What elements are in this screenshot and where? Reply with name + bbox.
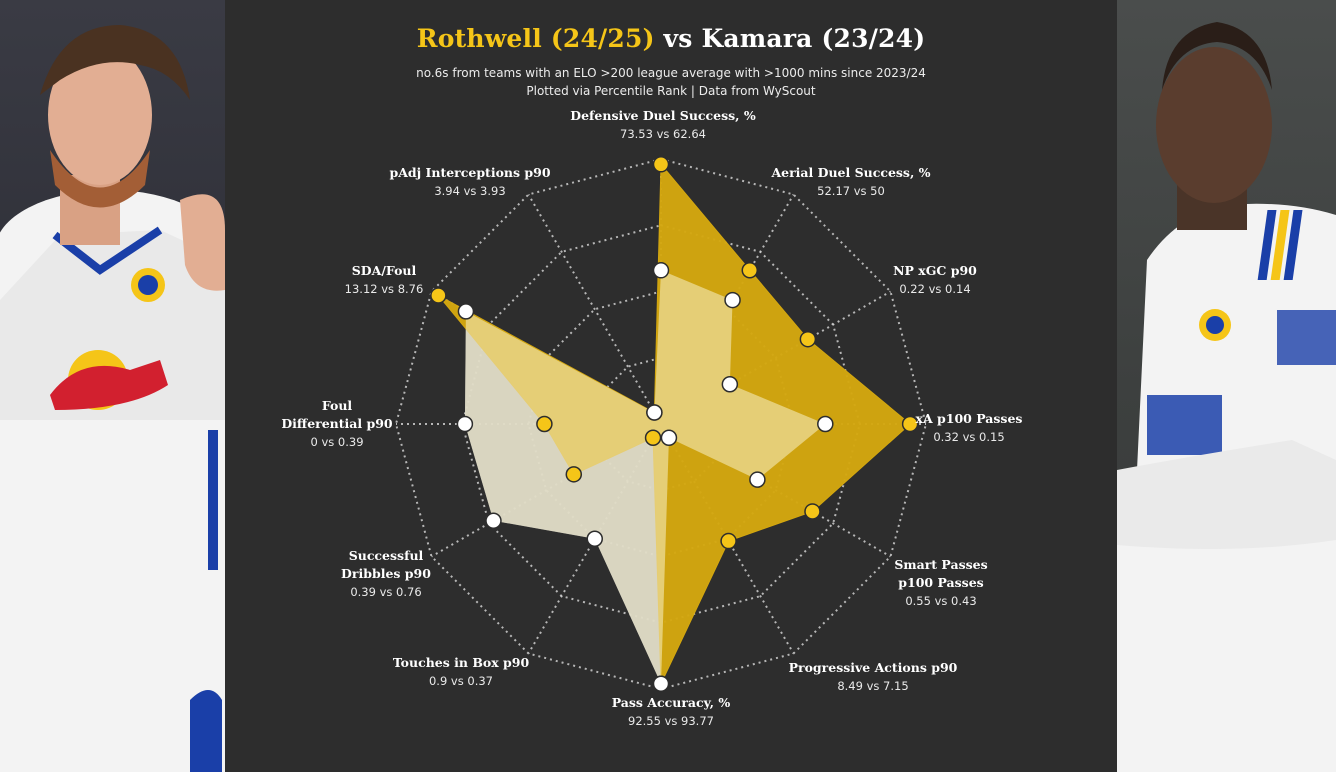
- metric-label-progressive-actions: Progressive Actions p90 8.49 vs 7.15: [773, 659, 973, 695]
- point-rothwell-8: [565, 466, 583, 483]
- point-kamara-10: [457, 303, 475, 320]
- metric-label-xa-p100: xA p100 Passes 0.32 vs 0.15: [869, 410, 1069, 446]
- metric-label-aerial-duel-success: Aerial Duel Success, % 52.17 vs 50: [751, 164, 951, 200]
- title-player1: Rothwell (24/25): [416, 24, 655, 53]
- point-rothwell-7: [644, 429, 662, 447]
- title-connector: vs: [663, 24, 693, 53]
- series-kamara-overlay: [464, 270, 826, 684]
- point-kamara-4: [749, 471, 766, 488]
- metric-label-successful-dribbles: Successful Dribbles p90 0.39 vs 0.76: [286, 547, 486, 601]
- metric-label-defensive-duel-success: Defensive Duel Success, % 73.53 vs 62.64: [563, 107, 763, 143]
- metric-values: 0.32 vs 0.15: [933, 430, 1005, 444]
- metric-values: 13.12 vs 8.76: [344, 282, 424, 296]
- metric-label-sda-foul: SDA/Foul 13.12 vs 8.76: [284, 262, 484, 298]
- metric-values: 0 vs 0.39: [310, 435, 364, 449]
- point-kamara-3: [817, 415, 834, 433]
- point-rothwell-5: [720, 532, 737, 550]
- metric-name: SDA/Foul: [351, 263, 417, 278]
- metric-name: xA p100 Passes: [915, 411, 1023, 426]
- point-kamara-8: [485, 512, 502, 529]
- point-rothwell-3: [901, 415, 919, 433]
- metric-values: 52.17 vs 50: [817, 184, 885, 198]
- metric-values: 0.55 vs 0.43: [905, 594, 977, 608]
- point-kamara-2: [721, 376, 739, 393]
- metric-name: Progressive Actions p90: [788, 660, 958, 675]
- player-photo-rothwell: [0, 0, 225, 772]
- chart-subtitle-line2: Plotted via Percentile Rank | Data from …: [526, 84, 816, 98]
- metric-name: Smart Passes p100 Passes: [894, 557, 988, 590]
- grid-spoke-11: [527, 194, 662, 425]
- metric-name: Successful Dribbles p90: [341, 548, 431, 581]
- metric-label-pass-accuracy: Pass Accuracy, % 92.55 vs 93.77: [571, 694, 771, 730]
- point-rothwell-2: [799, 330, 817, 348]
- metric-values: 8.49 vs 7.15: [837, 679, 909, 693]
- metric-values: 92.55 vs 93.77: [628, 714, 714, 728]
- point-rothwell-9: [536, 415, 553, 433]
- metric-name: NP xGC p90: [893, 263, 977, 278]
- radar-chart: [394, 156, 928, 692]
- metric-values: 0.9 vs 0.37: [428, 674, 493, 688]
- metric-name: pAdj Interceptions p90: [389, 165, 551, 180]
- point-rothwell-4: [804, 503, 821, 520]
- metric-name: Defensive Duel Success, %: [570, 108, 756, 123]
- metric-name: Touches in Box p90: [392, 655, 530, 670]
- metric-name: Aerial Duel Success, %: [771, 165, 931, 180]
- point-kamara-5: [660, 429, 678, 447]
- metric-values: 3.94 vs 3.93: [434, 184, 506, 198]
- metric-label-smart-passes: Smart Passes p100 Passes 0.55 vs 0.43: [841, 556, 1041, 610]
- point-rothwell-1: [741, 261, 759, 279]
- point-rothwell-10: [430, 287, 447, 304]
- point-kamara-7: [586, 530, 603, 547]
- metric-label-np-xgc: NP xGC p90 0.22 vs 0.14: [835, 262, 1035, 298]
- metric-values: 0.22 vs 0.14: [899, 282, 971, 296]
- player-photo-kamara: [1117, 0, 1336, 772]
- point-kamara-6: [652, 675, 670, 692]
- metric-name: Foul Differential p90: [281, 398, 393, 431]
- chart-title: Rothwell (24/25) vs Kamara (23/24): [225, 24, 1117, 53]
- metric-name: Pass Accuracy, %: [611, 695, 731, 710]
- point-kamara-9: [456, 415, 474, 433]
- metric-label-foul-differential: Foul Differential p90 0 vs 0.39: [237, 397, 437, 451]
- point-kamara-1: [724, 291, 741, 309]
- metric-values: 73.53 vs 62.64: [620, 127, 706, 141]
- metric-values: 0.39 vs 0.76: [350, 585, 422, 599]
- title-player2: Kamara (23/24): [701, 24, 926, 53]
- point-rothwell-0: [652, 156, 670, 173]
- metric-label-padj-interceptions: pAdj Interceptions p90 3.94 vs 3.93: [370, 164, 570, 200]
- point-kamara-11: [646, 404, 663, 421]
- point-kamara-0: [652, 262, 670, 279]
- chart-subtitle-line1: no.6s from teams with an ELO >200 league…: [416, 66, 926, 80]
- radar-chart-panel: Rothwell (24/25) vs Kamara (23/24) no.6s…: [225, 0, 1117, 772]
- metric-label-touches-in-box: Touches in Box p90 0.9 vs 0.37: [361, 654, 561, 690]
